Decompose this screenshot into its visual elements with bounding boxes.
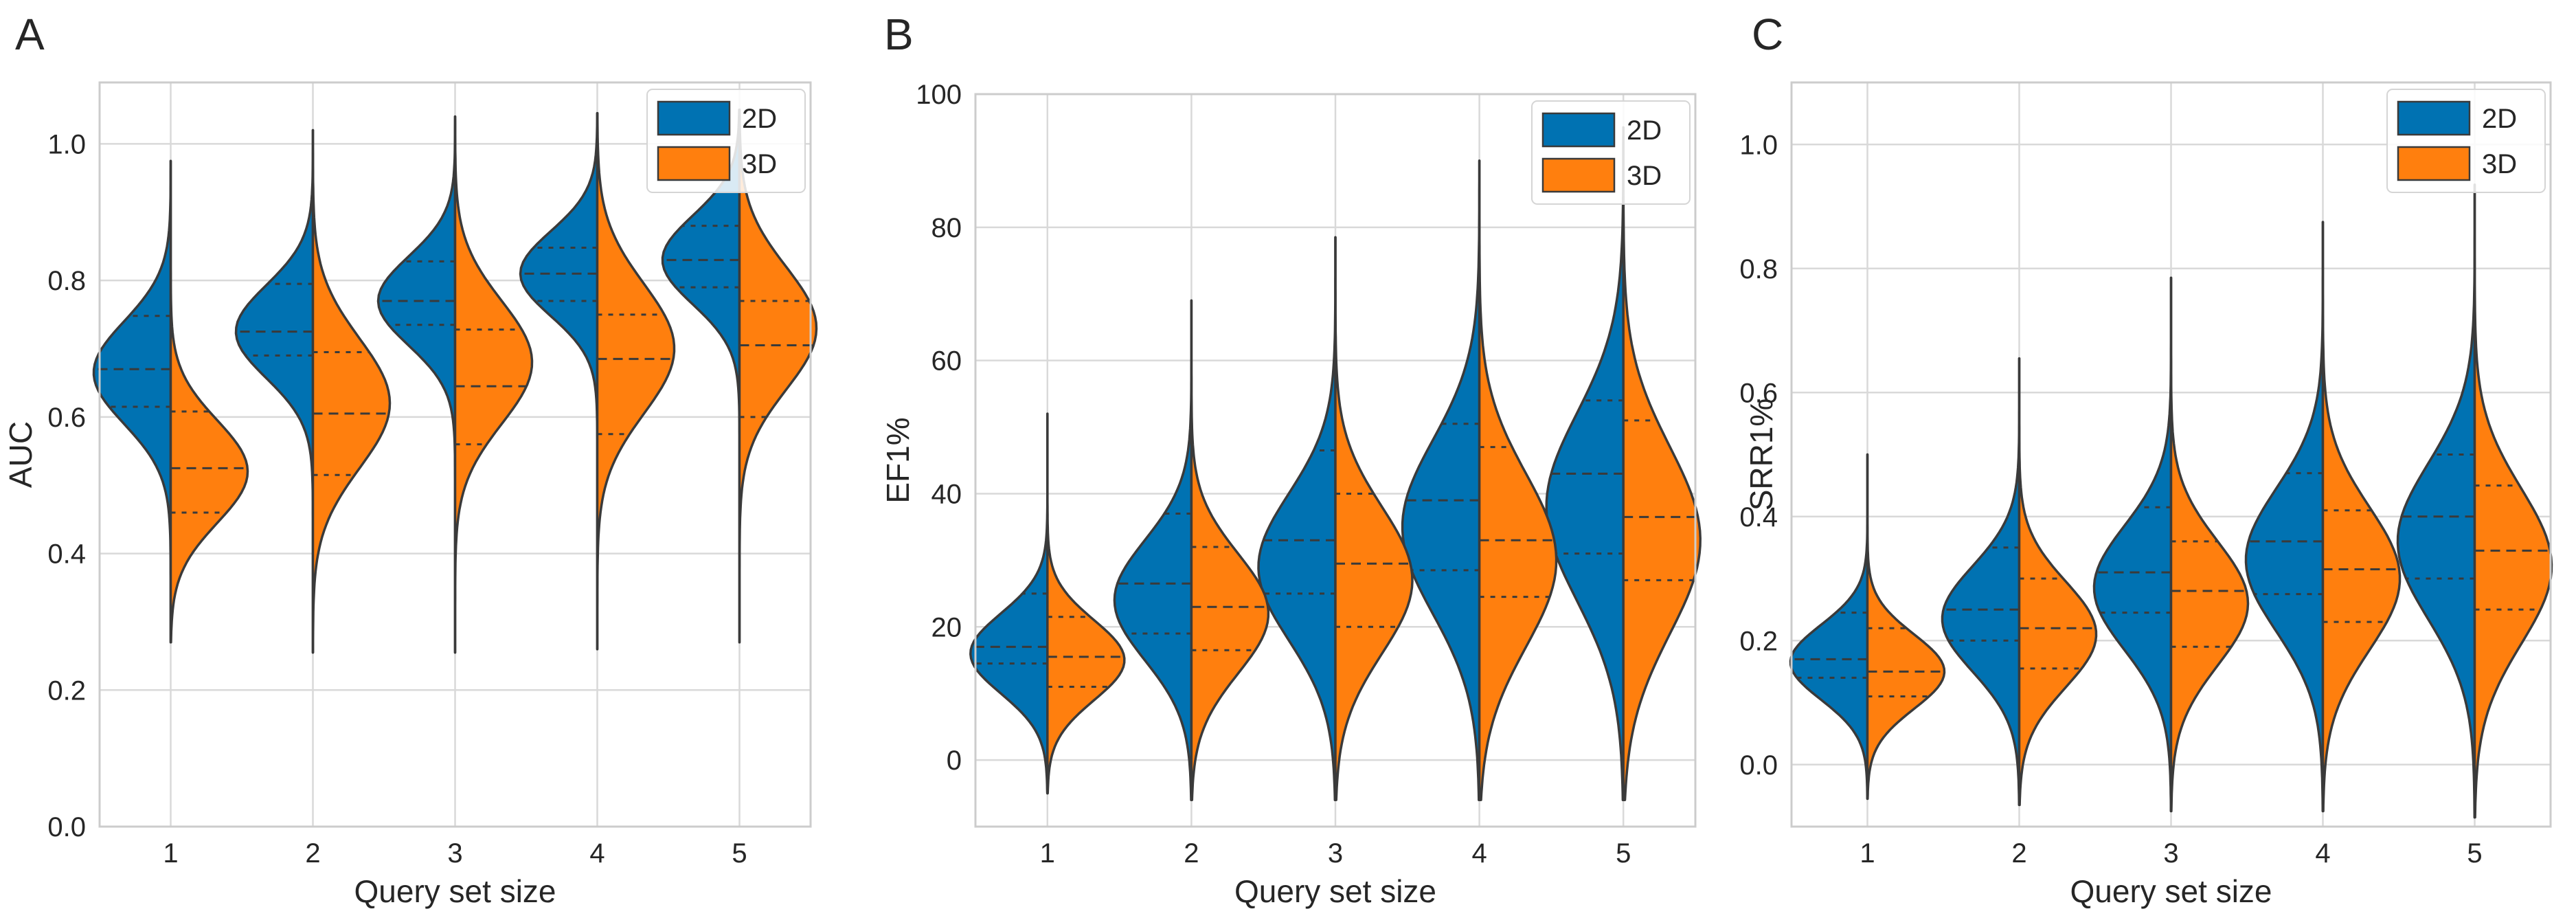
- violin-2D-2: [1113, 299, 1193, 801]
- y-axis-title: EF1%: [880, 417, 916, 503]
- plot-frame: [98, 81, 812, 828]
- violin-3D-3: [2169, 276, 2250, 813]
- x-axis-title: Query set size: [2070, 873, 2272, 909]
- y-tick-label: 0.2: [47, 675, 86, 706]
- x-tick-label: 4: [2315, 838, 2330, 869]
- y-tick-label: 0.4: [47, 539, 86, 570]
- x-axis-title: Query set size: [1234, 873, 1436, 909]
- y-tick-label: 0.4: [1739, 502, 1778, 533]
- x-tick-label: 1: [1040, 838, 1055, 869]
- legend: 2D 3D: [1531, 100, 1691, 205]
- violin-2D-3: [1257, 236, 1337, 801]
- x-tick-label: 5: [732, 838, 747, 869]
- violin-2D-5: [2396, 183, 2476, 819]
- y-tick-label: 40: [931, 479, 962, 509]
- violin-2D-3: [376, 115, 457, 654]
- violin-3D-1: [1866, 453, 1946, 801]
- legend-swatch-3D: [1541, 157, 1616, 193]
- x-tick-label: 3: [447, 838, 462, 869]
- panel-A: 0.0 0.2 0.4 0.6 0.8 1.0 1 2 3 4 5 Query set size AUC…: [3, 10, 818, 909]
- x-tick-label: 4: [1471, 838, 1487, 869]
- legend: 2D 3D: [2386, 89, 2546, 193]
- y-tick-label: 100: [916, 80, 962, 110]
- violin-2D-1: [1789, 453, 1869, 801]
- panel-C: 0.0 0.2 0.4 0.6 0.8 1.0 1 2 3 4 5 Query set size SRR…: [1739, 10, 2553, 909]
- y-tick-label: 0.6: [47, 403, 86, 433]
- x-tick-label: 3: [1328, 838, 1343, 869]
- y-tick-label: 0.6: [1739, 378, 1778, 408]
- y-tick-label: 0.0: [1739, 750, 1778, 781]
- panel-letter: A: [15, 10, 45, 59]
- violin-3D-1: [169, 159, 249, 644]
- x-tick-label: 5: [1616, 838, 1631, 869]
- plot-frame: [1790, 81, 2552, 828]
- violin-3D-2: [2018, 357, 2098, 807]
- y-tick-label: 1.0: [47, 129, 86, 159]
- y-tick-label: 80: [931, 213, 962, 243]
- violin-2D-5: [1545, 126, 1625, 801]
- y-tick-label: 0: [947, 746, 962, 776]
- legend-label: 2D: [742, 104, 777, 134]
- y-tick-label: 0.2: [1739, 626, 1778, 656]
- violin-2D-1: [969, 412, 1049, 795]
- y-tick-label: 1.0: [1739, 130, 1778, 160]
- y-tick-label: 0.8: [47, 266, 86, 296]
- panel-letter: C: [1752, 10, 1783, 59]
- legend: 2D 3D: [646, 89, 806, 193]
- violin-2D-4: [1401, 159, 1481, 801]
- violin-3D-1: [1046, 412, 1126, 795]
- x-axis-title: Query set size: [354, 873, 556, 909]
- violin-3D-2: [1190, 299, 1270, 801]
- legend-swatch-3D: [657, 146, 731, 181]
- violin-2D-2: [234, 128, 315, 654]
- y-tick-label: 0.8: [1739, 254, 1778, 284]
- violin-3D-2: [311, 128, 392, 654]
- violin-2D-3: [2092, 276, 2173, 813]
- legend-swatch-2D: [2397, 100, 2471, 136]
- legend-swatch-3D: [2397, 146, 2471, 181]
- legend-swatch-2D: [657, 100, 731, 136]
- y-tick-label: 20: [931, 612, 962, 642]
- x-tick-label: 2: [1184, 838, 1199, 869]
- y-tick-label: 0.0: [47, 812, 86, 842]
- violin-2D-4: [519, 111, 599, 651]
- y-axis-title: SRR1%: [1743, 399, 1779, 511]
- x-tick-label: 2: [2011, 838, 2026, 869]
- panel-letter: B: [884, 10, 914, 59]
- x-tick-label: 2: [305, 838, 320, 869]
- x-tick-label: 1: [1860, 838, 1875, 869]
- panel-B: 0 20 40 60 80 100 1 2 3 4 5 Query set size EF1% B 2D 3D: [880, 10, 1702, 909]
- violin-3D-5: [2473, 183, 2553, 819]
- plot-frame: [974, 93, 1697, 828]
- violin-3D-4: [596, 111, 676, 651]
- x-tick-label: 4: [589, 838, 605, 869]
- x-tick-label: 3: [2163, 838, 2178, 869]
- violin-3D-3: [1334, 236, 1414, 801]
- x-tick-label: 5: [2467, 838, 2482, 869]
- legend-label: 3D: [1627, 161, 1662, 191]
- legend-label: 3D: [742, 149, 777, 179]
- violin-3D-4: [1478, 159, 1558, 801]
- legend-label: 2D: [1627, 115, 1662, 146]
- legend-label: 2D: [2482, 104, 2517, 134]
- violin-2D-1: [92, 159, 172, 644]
- legend-swatch-2D: [1541, 112, 1616, 148]
- violin-2D-2: [1941, 357, 2021, 807]
- violin-3D-5: [1622, 126, 1702, 801]
- y-tick-label: 60: [931, 346, 962, 377]
- violin-3D-4: [2321, 221, 2402, 813]
- violin-3D-3: [453, 115, 534, 654]
- legend-label: 3D: [2482, 149, 2517, 179]
- x-tick-label: 1: [163, 838, 178, 869]
- y-axis-title: AUC: [3, 421, 38, 488]
